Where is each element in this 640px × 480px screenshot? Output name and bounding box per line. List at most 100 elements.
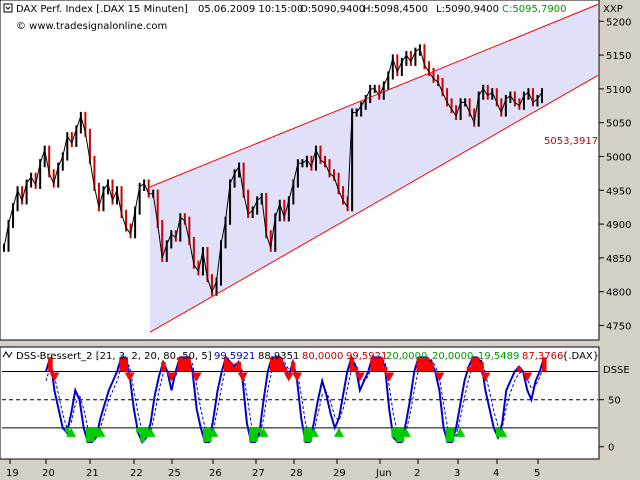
indicator-value-7: 19,5489 [478,351,519,362]
overbought-fill [274,357,279,372]
oscillator-y-axis: DSSE 0 50 [599,365,630,454]
overbought-fill [48,357,53,372]
overbought-fill [282,366,288,372]
overbought-fill [374,357,380,372]
oversold-fill [445,427,451,443]
time-axis[interactable]: 19 20 21 22 25 26 27 28 29 Jun 2 3 4 5 [6,459,540,479]
price-tick-label: 4950 [606,186,631,197]
time-tick-label: 3 [454,468,460,479]
time-tick-label: 27 [252,468,265,479]
oversold-fill [395,427,401,443]
overbought-fill [278,357,283,372]
oversold-fill [207,427,212,443]
oscillator-panel[interactable]: DSS-Bressert_2 [21, 3, 2, 20, 80, 50, 5]… [0,346,630,460]
overbought-fill [370,357,375,372]
oversold-fill [136,427,141,433]
oscillator-tick-label: 0 [608,443,614,454]
channel-fill [150,4,598,333]
oversold-fill [253,427,258,443]
price-tick-label: 5150 [606,51,631,62]
overbought-fill [470,357,476,372]
time-tick-label: 19 [6,468,19,479]
price-tick-label: 5000 [606,152,631,163]
overbought-fill [228,362,233,372]
sell-signal-icon [283,372,294,382]
buy-signal-icon [333,427,344,437]
oversold-fill [203,427,208,443]
sell-signal-icon [191,372,202,382]
buy-signal-icon [208,427,219,437]
oversold-fill [307,427,313,443]
sell-signal-icon [434,372,445,382]
indicator-icon[interactable] [2,350,15,359]
overbought-fill [236,362,242,372]
regression-channel [150,4,598,333]
overbought-fill [475,357,480,372]
sell-signal-icon [354,372,365,382]
oversold-fill [90,427,95,443]
overbought-fill [182,357,187,372]
sell-signal-icon [237,372,248,382]
oversold-fill [257,427,262,433]
overbought-fill [290,362,296,372]
bar-datetime: 05.06.2009 10:15:00 [198,4,303,15]
time-tick-label: 20 [42,468,55,479]
price-line [3,47,543,294]
price-bars [3,44,543,296]
oversold-fill [449,427,455,443]
time-tick-label: 26 [209,468,222,479]
channel-lower-line [149,74,599,333]
time-tick-label: 5 [534,468,540,479]
high-value: H:5098,4500 [363,4,428,15]
sell-signal-icon [166,372,177,382]
overbought-fill [420,357,426,372]
oversold-fill [399,427,405,443]
overbought-fill [382,366,388,372]
oversold-fill [140,427,145,443]
overbought-fill [516,366,522,372]
sell-signal-icon [522,372,533,382]
oscillator-tick-label: 50 [608,396,621,407]
oscillator-header: DSS-Bressert_2 [21, 3, 2, 20, 80, 50, 5]… [2,350,599,362]
price-tick-label: 4750 [606,321,631,332]
overbought-fill [349,357,354,372]
sell-signal-icon [49,372,60,382]
indicator-value-6: 20,0000 [432,351,473,362]
overbought-fill [353,366,359,372]
instrument-title: DAX Perf. Index [.DAX 15 Minuten] [16,4,188,15]
indicator-value-1: 99,5921 [214,351,255,362]
time-tick-label: Jun [375,468,392,479]
low-value: L:5090,9400 [436,4,499,15]
price-header: DAX Perf. Index [.DAX 15 Minuten] 05.06.… [3,3,566,32]
overbought-fill [161,362,166,372]
overbought-fill [378,357,384,372]
channel-lines [149,3,599,333]
buy-signal-icon [497,427,508,437]
price-tick-label: 5050 [606,119,631,130]
price-tick-label: 4900 [606,220,631,231]
buy-signal-icon [400,427,411,437]
overbought-fill [416,357,421,372]
indicator-value-8: 87,3766 [522,351,563,362]
overbought-fill [479,362,484,372]
sell-signal-icon [292,372,303,382]
chevron-down-icon [5,6,11,10]
open-value: O:5090,9400 [300,4,365,15]
collapse-icon[interactable] [3,3,13,13]
oversold-fill [64,427,70,433]
buy-signal-icon [95,427,106,437]
overbought-fill [466,366,472,372]
buy-signal-icon [145,427,156,437]
indicator-value-4: 99,5921 [346,351,387,362]
oversold-fill [495,427,501,438]
time-tick-label: 21 [86,468,99,479]
time-tick-label: 2 [414,468,420,479]
time-tick-label: 25 [168,468,181,479]
buy-signal-icon [66,427,77,437]
sell-signal-icon [384,372,395,382]
buy-signal-icon [258,427,269,437]
overbought-fill [223,357,229,372]
price-tick-label: 4800 [606,288,631,299]
price-panel[interactable]: DAX Perf. Index [.DAX 15 Minuten] 05.06.… [0,0,631,341]
price-tick-label: 4850 [606,254,631,265]
